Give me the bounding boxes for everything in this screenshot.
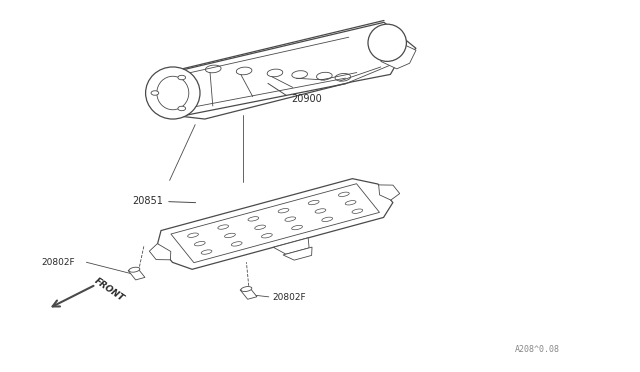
Text: 20900: 20900 — [268, 83, 322, 103]
Ellipse shape — [146, 67, 200, 119]
Ellipse shape — [178, 106, 186, 111]
Ellipse shape — [368, 24, 406, 61]
Polygon shape — [273, 238, 309, 254]
Ellipse shape — [352, 209, 363, 214]
Polygon shape — [379, 185, 400, 200]
Ellipse shape — [225, 233, 236, 238]
Polygon shape — [128, 268, 145, 280]
Text: A208^0.08: A208^0.08 — [515, 345, 560, 354]
Ellipse shape — [308, 200, 319, 205]
Text: FRONT: FRONT — [93, 277, 126, 304]
Ellipse shape — [255, 225, 266, 230]
Ellipse shape — [248, 217, 259, 221]
Ellipse shape — [285, 217, 296, 221]
Ellipse shape — [129, 267, 140, 272]
Ellipse shape — [315, 209, 326, 213]
Ellipse shape — [322, 217, 333, 222]
Ellipse shape — [195, 241, 205, 246]
Polygon shape — [283, 247, 312, 260]
Ellipse shape — [345, 201, 356, 205]
Text: 20802F: 20802F — [272, 293, 306, 302]
Polygon shape — [171, 184, 380, 263]
Ellipse shape — [151, 91, 159, 95]
Ellipse shape — [231, 242, 242, 246]
Ellipse shape — [157, 76, 189, 110]
Text: 20802F: 20802F — [42, 258, 76, 267]
Ellipse shape — [262, 234, 272, 238]
Ellipse shape — [201, 250, 212, 254]
Ellipse shape — [241, 286, 252, 292]
Ellipse shape — [188, 233, 198, 237]
Ellipse shape — [278, 208, 289, 213]
Ellipse shape — [178, 75, 186, 80]
Polygon shape — [149, 244, 171, 260]
Ellipse shape — [218, 225, 228, 229]
Text: 20851: 20851 — [132, 196, 196, 206]
Polygon shape — [381, 43, 416, 69]
Polygon shape — [240, 287, 257, 299]
Polygon shape — [173, 22, 416, 119]
Ellipse shape — [292, 225, 303, 230]
Polygon shape — [157, 179, 393, 269]
Ellipse shape — [339, 192, 349, 196]
